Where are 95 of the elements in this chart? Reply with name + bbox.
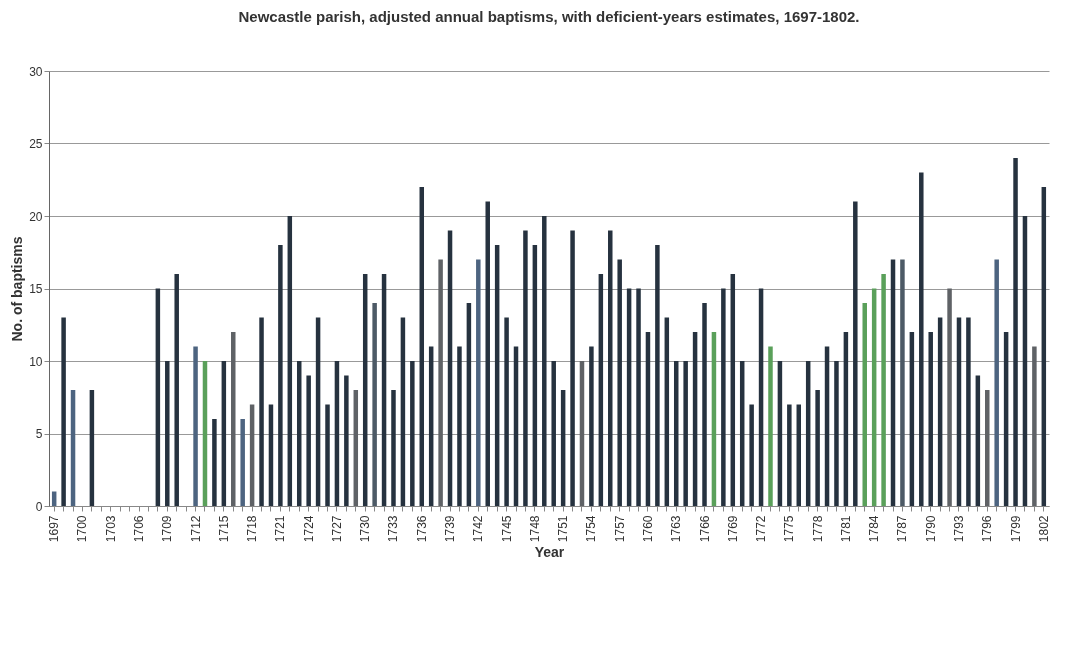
x-tick-label: 1718 [245, 515, 260, 543]
x-tick-label: 1739 [443, 515, 458, 543]
bar [1032, 346, 1037, 506]
bar [523, 230, 528, 506]
bar [193, 346, 198, 506]
x-tick-label: 1757 [612, 515, 627, 543]
x-tick-label: 1745 [499, 515, 514, 543]
bar [900, 259, 905, 506]
bar [61, 317, 66, 506]
x-tick-label: 1778 [810, 515, 825, 543]
x-tick-label: 1769 [725, 515, 740, 543]
bar [306, 375, 311, 506]
y-tick-label: 0 [35, 499, 43, 514]
bar [608, 230, 613, 506]
bar [457, 346, 462, 506]
bar [542, 216, 547, 506]
bar [749, 404, 754, 506]
x-tick-label: 1742 [471, 515, 486, 543]
x-tick-label: 1802 [1036, 515, 1051, 543]
x-tick-label: 1787 [895, 515, 910, 543]
bar [325, 404, 330, 506]
x-tick-label: 1793 [951, 515, 966, 543]
x-tick-label: 1715 [216, 515, 231, 543]
bar [985, 390, 990, 506]
bar [655, 245, 660, 506]
x-tick-label: 1760 [640, 515, 655, 543]
x-axis-title: Year [534, 544, 565, 561]
bar [919, 172, 924, 506]
bar [966, 317, 971, 506]
bar [278, 245, 283, 506]
bar [551, 361, 556, 506]
x-tick-label: 1784 [867, 515, 882, 543]
x-tick-label: 1709 [160, 515, 175, 543]
x-tick-label: 1781 [838, 515, 853, 543]
bar [617, 259, 622, 506]
y-axis-title: No. of baptisms [9, 236, 26, 342]
x-tick-label: 1727 [329, 515, 344, 543]
bar [834, 361, 839, 506]
x-tick-label: 1697 [47, 515, 62, 543]
bar [768, 346, 773, 506]
bar [815, 390, 820, 506]
x-tick-label: 1763 [669, 515, 684, 543]
y-tick-label: 5 [35, 427, 43, 441]
x-tick-label: 1703 [103, 515, 118, 543]
bar [787, 404, 792, 506]
bar [344, 375, 349, 506]
x-tick-label: 1751 [556, 515, 571, 543]
bar [636, 288, 641, 506]
x-tick-label: 1706 [132, 515, 147, 543]
x-tick-label: 1754 [584, 515, 599, 543]
bar [570, 230, 575, 506]
bar [928, 332, 933, 506]
bar [947, 288, 952, 506]
x-tick-label: 1772 [754, 515, 769, 543]
bar [1013, 158, 1018, 506]
bar [476, 259, 481, 506]
y-tick-label: 15 [29, 282, 43, 296]
x-tick-label: 1796 [980, 515, 995, 543]
y-tick-label: 25 [29, 137, 43, 151]
bar [862, 303, 867, 506]
bar [259, 317, 264, 506]
bar [165, 361, 170, 506]
bar [702, 303, 707, 506]
chart-title: Newcastle parish, adjusted annual baptisms, with deficient-years estimates, 1697-1802. [238, 8, 860, 25]
bar [174, 274, 179, 506]
x-tick-label: 1799 [1008, 515, 1023, 543]
x-tick-label: 1724 [301, 515, 316, 543]
bar [994, 259, 999, 506]
x-tick-label: 1766 [697, 515, 712, 543]
bar [721, 288, 726, 506]
bar [485, 201, 490, 506]
y-tick-label: 10 [29, 354, 43, 369]
x-tick-label: 1712 [188, 515, 203, 543]
bar [212, 419, 217, 506]
bar [231, 332, 236, 506]
bar [391, 390, 396, 506]
y-tick-label: 20 [29, 209, 43, 224]
x-tick-label: 1736 [414, 515, 429, 543]
x-tick-label: 1775 [782, 515, 797, 543]
bar [504, 317, 509, 506]
x-tick-label: 1700 [75, 515, 90, 543]
bar [881, 274, 886, 506]
bar [240, 419, 245, 506]
bar [372, 303, 377, 506]
bar [853, 201, 858, 506]
x-tick-label: 1730 [358, 515, 373, 543]
bar [589, 346, 594, 506]
bar [438, 259, 443, 506]
x-tick-label: 1790 [923, 515, 938, 543]
x-tick-label: 1733 [386, 515, 401, 543]
x-tick-label: 1721 [273, 515, 288, 543]
x-tick-label: 1748 [527, 515, 542, 543]
bar [410, 361, 415, 506]
bar [683, 361, 688, 506]
y-tick-label: 30 [29, 64, 43, 79]
